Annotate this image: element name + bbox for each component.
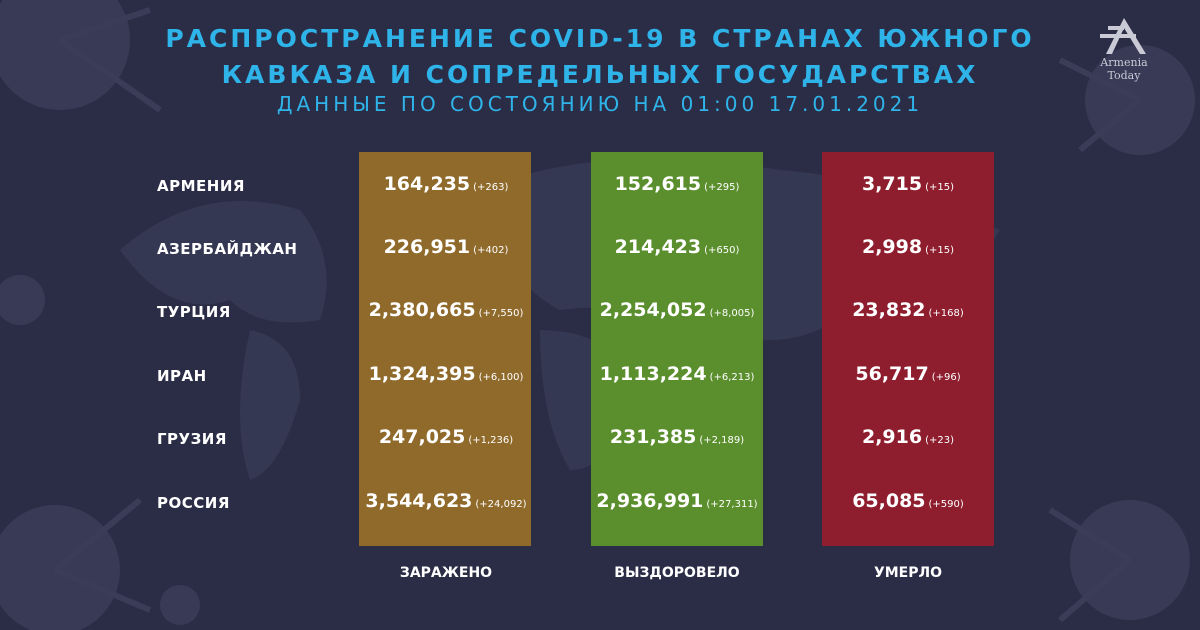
brand-logo: Armenia Today bbox=[1084, 14, 1164, 82]
recovered-delta: (+27,311) bbox=[706, 499, 758, 510]
deaths-cell: 3,715 (+15) bbox=[788, 173, 1028, 195]
deaths-value: 2,916 bbox=[861, 426, 923, 448]
deaths-delta: (+590) bbox=[928, 499, 964, 510]
deaths-delta: (+168) bbox=[928, 308, 964, 319]
recovered-cell: 231,385 (+2,189) bbox=[557, 426, 797, 448]
recovered-cell: 152,615 (+295) bbox=[557, 173, 797, 195]
recovered-value: 214,423 bbox=[614, 236, 702, 258]
page-title-line1: РАСПРОСТРАНЕНИЕ COVID-19 В СТРАНАХ ЮЖНОГ… bbox=[165, 24, 1035, 53]
deaths-cell: 65,085 (+590) bbox=[788, 490, 1028, 512]
infected-cell: 164,235 (+263) bbox=[326, 173, 566, 195]
infected-delta: (+24,092) bbox=[475, 499, 527, 510]
column-header-infected: ЗАРАЖЕНО bbox=[399, 565, 493, 581]
deaths-delta: (+15) bbox=[925, 245, 954, 256]
country-label: ИРАН bbox=[157, 367, 207, 385]
recovered-cell: 1,113,224 (+6,213) bbox=[557, 363, 797, 385]
country-label: РОССИЯ bbox=[157, 494, 230, 512]
infected-delta: (+263) bbox=[473, 182, 509, 193]
infected-delta: (+402) bbox=[473, 245, 509, 256]
infected-value: 1,324,395 bbox=[368, 363, 476, 385]
infected-delta: (+1,236) bbox=[468, 435, 514, 446]
page-subtitle: ДАННЫЕ ПО СОСТОЯНИЮ НА 01:00 17.01.2021 bbox=[276, 92, 924, 116]
deaths-cell: 23,832 (+168) bbox=[788, 299, 1028, 321]
page-title-line2: КАВКАЗА И СОПРЕДЕЛЬНЫХ ГОСУДАРСТВАХ bbox=[221, 60, 979, 89]
recovered-cell: 214,423 (+650) bbox=[557, 236, 797, 258]
infected-cell: 226,951 (+402) bbox=[326, 236, 566, 258]
recovered-value: 231,385 bbox=[609, 426, 697, 448]
deaths-cell: 2,916 (+23) bbox=[788, 426, 1028, 448]
recovered-delta: (+6,213) bbox=[709, 372, 755, 383]
infected-delta: (+7,550) bbox=[478, 308, 524, 319]
infected-value: 226,951 bbox=[383, 236, 471, 258]
country-label: АРМЕНИЯ bbox=[157, 177, 245, 195]
infected-value: 247,025 bbox=[378, 426, 466, 448]
country-label: ТУРЦИЯ bbox=[157, 303, 231, 321]
recovered-value: 2,254,052 bbox=[599, 299, 707, 321]
deaths-value: 2,998 bbox=[861, 236, 923, 258]
infected-cell: 3,544,623 (+24,092) bbox=[326, 490, 566, 512]
deaths-value: 65,085 bbox=[852, 490, 926, 512]
recovered-delta: (+295) bbox=[704, 182, 740, 193]
deaths-value: 3,715 bbox=[861, 173, 923, 195]
recovered-cell: 2,254,052 (+8,005) bbox=[557, 299, 797, 321]
logo-icon bbox=[1100, 18, 1146, 54]
infected-value: 164,235 bbox=[383, 173, 471, 195]
recovered-column bbox=[591, 152, 763, 546]
infected-cell: 247,025 (+1,236) bbox=[326, 426, 566, 448]
infected-cell: 1,324,395 (+6,100) bbox=[326, 363, 566, 385]
infected-value: 2,380,665 bbox=[368, 299, 476, 321]
deaths-cell: 56,717 (+96) bbox=[788, 363, 1028, 385]
recovered-value: 152,615 bbox=[614, 173, 702, 195]
deaths-delta: (+15) bbox=[925, 182, 954, 193]
infected-cell: 2,380,665 (+7,550) bbox=[326, 299, 566, 321]
deaths-column bbox=[822, 152, 994, 546]
country-label: ГРУЗИЯ bbox=[157, 430, 227, 448]
deaths-value: 23,832 bbox=[852, 299, 926, 321]
column-header-deaths: УМЕРЛО bbox=[873, 565, 943, 581]
deaths-value: 56,717 bbox=[855, 363, 929, 385]
column-header-recovered: ВЫЗДОРОВЕЛО bbox=[614, 565, 740, 581]
recovered-value: 2,936,991 bbox=[596, 490, 704, 512]
country-label: АЗЕРБАЙДЖАН bbox=[157, 240, 298, 258]
deaths-delta: (+96) bbox=[931, 372, 961, 383]
infected-value: 3,544,623 bbox=[365, 490, 473, 512]
recovered-delta: (+2,189) bbox=[699, 435, 745, 446]
infected-column bbox=[359, 152, 531, 546]
recovered-delta: (+8,005) bbox=[709, 308, 755, 319]
logo-text: Armenia Today bbox=[1100, 56, 1148, 82]
infected-delta: (+6,100) bbox=[478, 372, 524, 383]
recovered-value: 1,113,224 bbox=[599, 363, 707, 385]
recovered-delta: (+650) bbox=[704, 245, 740, 256]
deaths-delta: (+23) bbox=[925, 435, 954, 446]
deaths-cell: 2,998 (+15) bbox=[788, 236, 1028, 258]
recovered-cell: 2,936,991 (+27,311) bbox=[557, 490, 797, 512]
